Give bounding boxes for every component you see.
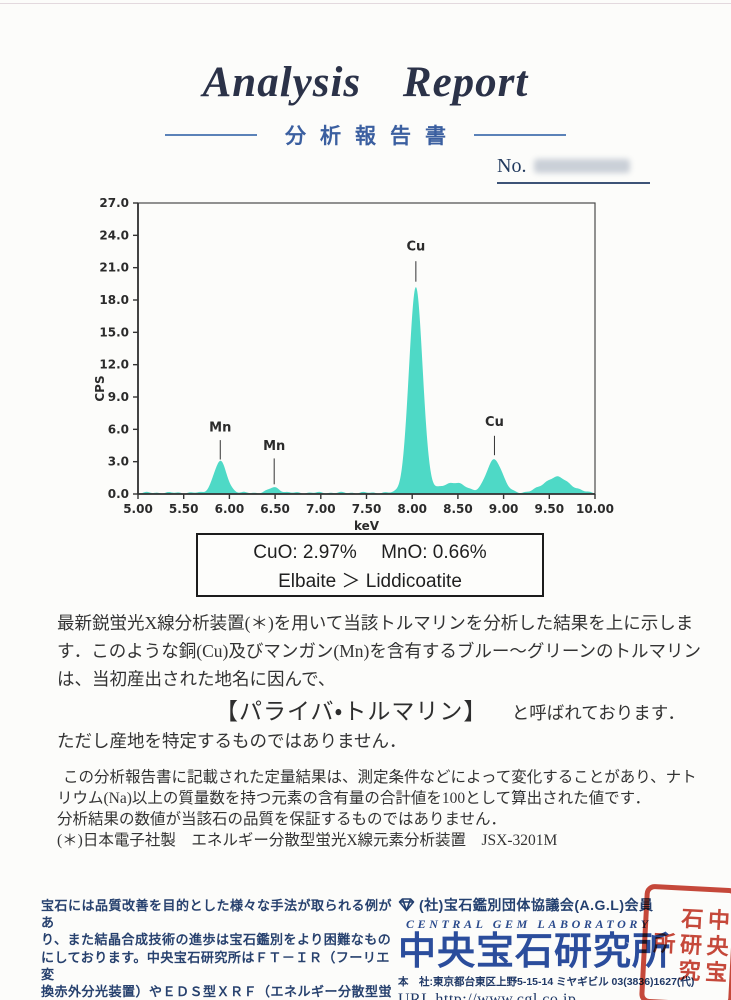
x-tick-label: 5.50 — [169, 502, 199, 516]
gem-name-suffix: と呼ばれております． — [511, 703, 685, 723]
lab-name-logo: 中央宝石研究所 — [398, 931, 672, 973]
body-text-line: 最新鋭蛍光X線分析装置(＊)を用いて当該トルマリンを分析した結果を上に示しま — [57, 613, 694, 633]
seal-text-column: 石研究 — [674, 906, 705, 986]
report-number-label: No. — [497, 155, 527, 177]
association-membership-line: (社)宝石鑑別団体協議会(A.G.L)会員 — [398, 895, 708, 915]
plot-border — [137, 202, 596, 495]
footer-text-line: 宝石には品質改善を目的とした様々な手法が取られる例があ — [41, 898, 393, 931]
association-membership-text: (社)宝石鑑別団体協議会(A.G.L)会員 — [419, 897, 654, 913]
body-text-line: は、当初産出された地名に因んで、 — [57, 669, 336, 689]
report-title: Analysis Report — [202, 59, 529, 106]
y-tick-label: 24.0 — [99, 228, 129, 242]
lab-address: 本 社:東京都台東区上野5-15-14 ミヤギビル 03(3836)1627(代… — [398, 976, 695, 988]
y-tick-label: 9.0 — [108, 390, 129, 404]
x-tick-label: 10.00 — [576, 502, 614, 516]
subtitle-rule-right — [474, 134, 566, 136]
x-tick-label: 8.50 — [443, 502, 473, 516]
gem-name-line: 【パライバ・トルマリン】 と呼ばれております． — [57, 696, 705, 727]
seal-text-column: 所 — [649, 930, 677, 959]
report-subtitle-ja: 分析報告書 — [285, 124, 460, 148]
red-lab-seal: 中央宝 石研究所 — [638, 883, 731, 1000]
y-tick-label: 15.0 — [99, 325, 129, 339]
lab-url: URL http://www.cgl.co.jp — [398, 991, 577, 1000]
x-tick-label: 9.50 — [534, 502, 564, 516]
x-tick-label: 7.00 — [306, 502, 336, 516]
paragraph-analysis-result: 最新鋭蛍光X線分析装置(＊)を用いて当該トルマリンを分析した結果を上に示しま す．… — [57, 609, 705, 693]
body-text-line: リウム(Na)以上の質量数を持つ元素の含有量の合計値を100として算出された値で… — [57, 790, 651, 807]
footer-text-line: にしております。中央宝石研究所はＦＴ－ＩＲ（フーリエ変 — [41, 949, 390, 982]
footer-lab-identity: (社)宝石鑑別団体協議会(A.G.L)会員 CENTRAL GEM LABORA… — [398, 895, 708, 1000]
spectrum-area — [138, 287, 595, 494]
x-tick-label: 9.00 — [489, 502, 519, 516]
y-tick-label: 6.0 — [108, 422, 129, 436]
x-tick-label: 6.00 — [215, 502, 245, 516]
gem-icon — [398, 898, 415, 912]
x-tick-label: 7.50 — [352, 502, 382, 516]
body-text-line: この分析報告書に記載された定量結果は、測定条件などによって変化することがあり、ナ… — [63, 769, 697, 786]
y-tick-label: 27.0 — [99, 196, 129, 210]
x-tick-label: 5.00 — [123, 502, 153, 516]
y-axis-title: CPS — [93, 375, 107, 401]
origin-disclaimer-line: ただし産地を特定するものではありません． — [57, 731, 407, 751]
quantitative-result-box: CuO: 2.97% MnO: 0.66% Elbaite ＞ Liddicoa… — [196, 533, 544, 597]
peak-label-Cu: Cu — [406, 239, 425, 254]
paragraph-measurement-notes: この分析報告書に記載された定量結果は、測定条件などによって変化することがあり、ナ… — [57, 767, 705, 851]
peak-label-Mn: Mn — [263, 439, 285, 454]
body-text-line: (＊)日本電子社製 エネルギー分散型蛍光X線元素分析装置 JSX-3201M — [57, 832, 558, 849]
footer-text-line: り、また結晶合成技術の進歩は宝石鑑別をより困難なもの — [41, 932, 392, 948]
footer-text-line: 換赤外分光装置）やＥＤＳ型ＸＲＦ（エネルギー分散型蛍光 — [41, 984, 393, 1000]
report-body-text: 最新鋭蛍光X線分析装置(＊)を用いて当該トルマリンを分析した結果を上に示しま す．… — [57, 609, 705, 851]
oxide-percentages: CuO: 2.97% MnO: 0.66% — [253, 542, 487, 563]
x-tick-label: 6.50 — [260, 502, 290, 516]
y-tick-label: 0.0 — [108, 487, 129, 501]
body-text-line: 分析結果の数値が当該石の品質を保証するものではありません． — [57, 811, 507, 828]
scan-artifact-line — [0, 3, 731, 4]
report-subtitle: 分析報告書 — [0, 120, 731, 150]
y-tick-label: 18.0 — [99, 293, 129, 307]
y-tick-label: 12.0 — [99, 358, 129, 372]
gem-name-paraiba: 【パライバ・トルマリン】 — [215, 699, 488, 724]
lab-name-english: CENTRAL GEM LABORATORY — [406, 917, 652, 931]
species-comparison: Elbaite ＞ Liddicoatite — [278, 571, 462, 592]
body-text-line: す．このような銅(Cu)及びマンガン(Mn)を含有するブルー～グリーンのトルマリ… — [57, 641, 701, 661]
report-number-line: No. — [497, 155, 650, 184]
report-number-redacted — [534, 159, 631, 174]
peak-label-Cu: Cu — [485, 415, 504, 430]
y-tick-label: 3.0 — [108, 455, 129, 469]
x-axis-title: keV — [354, 519, 380, 533]
xrf-spectrum-chart: 0.0 3.0 6.0 9.0 12.0 15.0 18.0 21.0 24.0 27.0 5.00… — [0, 190, 645, 535]
xrf-spectrum-svg: 0.0 3.0 6.0 9.0 12.0 15.0 18.0 21.0 24.0 27.0 5.00… — [93, 196, 614, 533]
subtitle-rule-left — [165, 134, 257, 136]
y-tick-label: 21.0 — [99, 261, 129, 275]
peak-label-Mn: Mn — [209, 420, 231, 435]
footer-lab-description: 宝石には品質改善を目的とした様々な手法が取られる例があ り、また結晶合成技術の進歩… — [41, 897, 393, 1000]
x-tick-label: 8.00 — [397, 502, 427, 516]
seal-text-column: 中央宝 — [701, 907, 731, 988]
